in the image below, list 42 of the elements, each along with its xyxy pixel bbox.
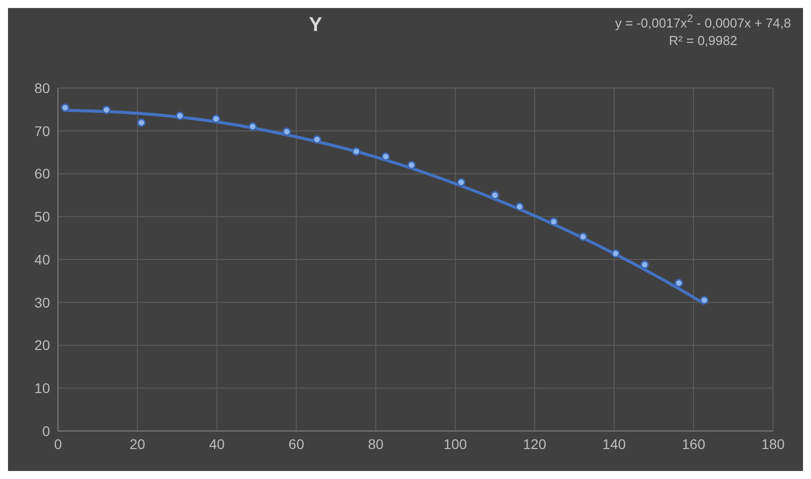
point — [456, 178, 466, 187]
point — [490, 190, 500, 200]
text: y = -0,0017x$^{2}$ - 0,0007x + 74,8 — [615, 12, 791, 32]
x-tick-label: 60 — [288, 436, 304, 452]
x-tick-label: 20 — [130, 436, 146, 452]
point — [176, 112, 184, 120]
point — [60, 103, 70, 112]
y-tick-label: 0 — [42, 422, 50, 439]
point — [549, 218, 558, 226]
point — [578, 232, 588, 242]
x-tick-label: 120 — [522, 436, 547, 452]
x-tick-label: 160 — [682, 436, 706, 452]
point — [282, 127, 292, 136]
point — [674, 278, 684, 288]
point — [352, 147, 361, 156]
point — [212, 114, 220, 124]
chart-title: Y — [308, 14, 322, 36]
x-tick-label: 40 — [209, 436, 225, 452]
text: R² = 0,9982 — [668, 32, 738, 50]
y-tick-label: 20 — [34, 337, 50, 354]
x-tick-label: 80 — [368, 436, 384, 452]
point — [700, 296, 709, 304]
point — [102, 106, 111, 114]
y-tick-label: 80 — [34, 80, 50, 96]
y-tick-label: 10 — [34, 380, 50, 396]
y-tick-label: 40 — [34, 251, 50, 268]
x-tick-label: 180 — [761, 436, 785, 452]
point — [515, 202, 524, 212]
y-tick-label: 30 — [34, 294, 50, 310]
x-tick-label: 0 — [54, 436, 62, 452]
point — [640, 260, 649, 269]
point — [381, 152, 390, 161]
y-tick-label: 70 — [34, 122, 50, 139]
point — [248, 122, 257, 131]
y-tick-label: 60 — [34, 166, 50, 182]
point — [611, 249, 620, 258]
point — [407, 160, 416, 170]
y-tick-label: 50 — [34, 208, 50, 225]
point — [312, 135, 322, 144]
x-tick-label: 140 — [602, 436, 626, 452]
x-tick-label: 100 — [444, 436, 468, 452]
point — [137, 118, 146, 127]
